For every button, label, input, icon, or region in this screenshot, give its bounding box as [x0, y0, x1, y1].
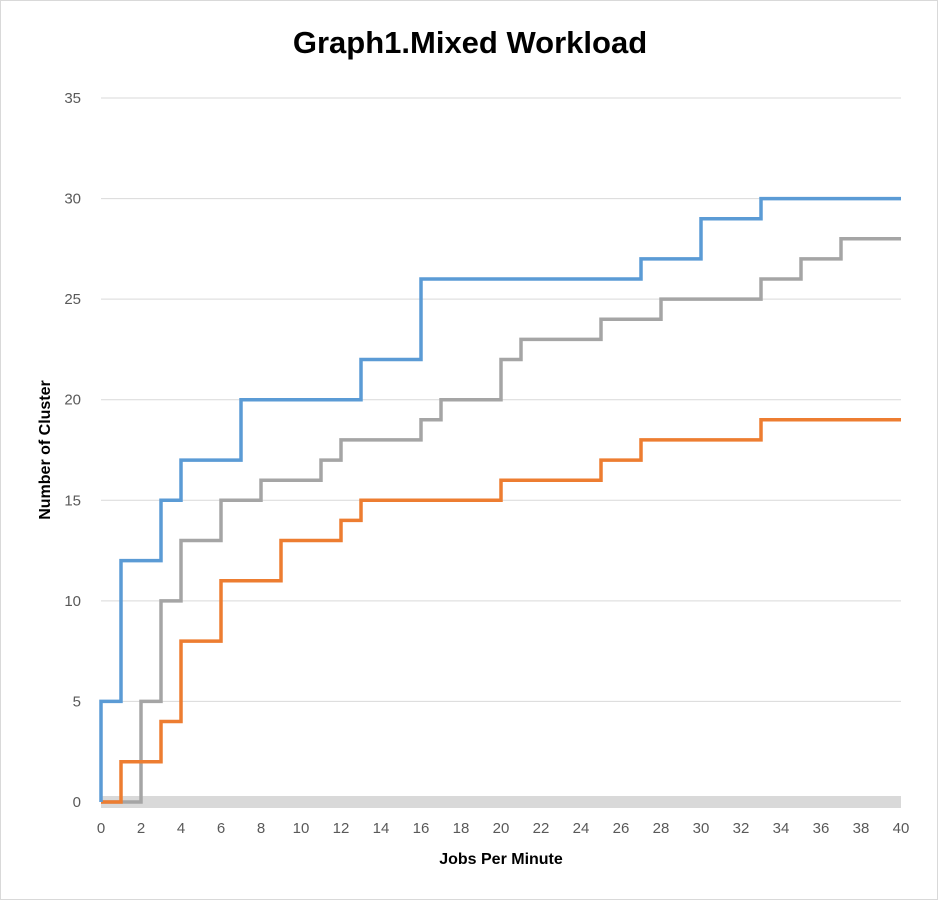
y-tick-label: 5 — [73, 693, 81, 710]
x-tick-label: 6 — [217, 820, 225, 837]
y-tick-label: 25 — [64, 291, 81, 308]
y-tick-label: 20 — [64, 392, 81, 409]
series-line-1 — [99, 196, 901, 802]
x-tick-label: 30 — [693, 820, 710, 837]
x-tick-label: 34 — [773, 820, 790, 837]
x-tick-label: 28 — [653, 820, 670, 837]
y-tick-label: 15 — [64, 492, 81, 509]
x-axis-title: Jobs Per Minute — [439, 851, 563, 868]
y-tick-label: 10 — [64, 593, 81, 610]
zero-baseline-band — [101, 796, 901, 808]
x-tick-label: 4 — [177, 820, 185, 837]
x-tick-label: 2 — [137, 820, 145, 837]
y-tick-labels: 0 5 10 15 20 25 30 35 — [64, 90, 81, 811]
chart-title: Graph1.Mixed Workload — [292, 25, 648, 60]
x-tick-label: 36 — [813, 820, 830, 837]
series-line-2 — [101, 418, 901, 804]
x-tick-label: 22 — [533, 820, 550, 837]
x-tick-label: 32 — [733, 820, 750, 837]
series-line-3 — [101, 237, 901, 804]
x-tick-label: 14 — [373, 820, 390, 837]
y-tick-label: 35 — [64, 90, 81, 107]
x-tick-label: 24 — [573, 820, 590, 837]
y-tick-label: 30 — [64, 191, 81, 208]
x-tick-labels: 0 2 4 6 8 10 12 14 16 18 20 22 24 26 28 30 32 34 36 38 40 — [97, 820, 910, 837]
x-tick-label: 26 — [613, 820, 630, 837]
x-tick-label: 10 — [293, 820, 310, 837]
x-tick-label: 40 — [893, 820, 910, 837]
y-axis-title: Number of Cluster — [37, 380, 54, 520]
x-tick-label: 12 — [333, 820, 350, 837]
x-tick-label: 38 — [853, 820, 870, 837]
x-tick-label: 0 — [97, 820, 105, 837]
y-tick-label: 0 — [73, 794, 81, 811]
x-tick-label: 18 — [453, 820, 470, 837]
x-tick-label: 16 — [413, 820, 430, 837]
series-lines — [99, 196, 901, 804]
x-tick-label: 20 — [493, 820, 510, 837]
x-tick-label: 8 — [257, 820, 265, 837]
